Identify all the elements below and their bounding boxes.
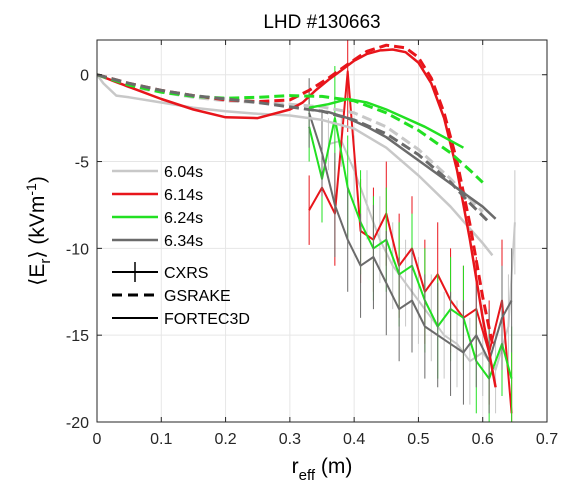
x-tick-label: 0.1 xyxy=(150,431,172,448)
x-tick-label: 0.7 xyxy=(536,431,558,448)
x-axis-label-unit: (m) xyxy=(315,455,352,478)
y-tick-label: -5 xyxy=(75,155,89,172)
legend-time-label: 6.34s xyxy=(164,233,203,250)
legend-style-label: CXRS xyxy=(164,265,208,282)
plot-border xyxy=(96,39,548,423)
ticks: 0 0.1 0.2 0.3 0.4 0.5 0.6 0.7 -20 -15 -10 -5 0 xyxy=(66,40,558,448)
y-axis-label-close: ⟩ (kVm xyxy=(26,196,49,259)
series-gsrake-t2 xyxy=(97,73,484,184)
series-gsrake-t1 xyxy=(97,43,494,345)
series-fortec3d-t3 xyxy=(308,108,497,220)
y-axis-label-open: ⟨E xyxy=(26,264,49,286)
legend-styles: CXRS GSRAKE FORTEC3D xyxy=(112,262,250,328)
y-tick-label: -10 xyxy=(66,241,89,258)
series-cxrs-t3 xyxy=(308,112,513,363)
x-tick-label: 0.5 xyxy=(407,431,429,448)
legend-style-label: FORTEC3D xyxy=(164,311,250,328)
legend-time-label: 6.24s xyxy=(164,210,203,227)
legend-time-label: 6.04s xyxy=(164,164,203,181)
x-tick-label: 0.4 xyxy=(343,431,365,448)
series-gsrake-t3 xyxy=(97,73,491,224)
legend-style-label: GSRAKE xyxy=(164,288,231,305)
x-axis-label: reff (m) xyxy=(292,455,353,484)
y-axis-label-sup: -1 xyxy=(23,183,39,196)
legend-time-label: 6.14s xyxy=(164,187,203,204)
legend-times: 6.04s 6.14s 6.24s 6.34s xyxy=(112,164,203,250)
x-axis-label-main: r xyxy=(292,455,299,478)
y-axis-label: ⟨Er⟩ (kVm-1) xyxy=(23,176,54,286)
y-axis-label-end: ) xyxy=(26,176,49,183)
x-tick-label: 0 xyxy=(93,431,102,448)
series-fortec3d-t2 xyxy=(308,97,464,149)
x-axis-label-sub: eff xyxy=(299,467,316,484)
y-tick-label: -20 xyxy=(66,415,89,432)
x-tick-label: 0.3 xyxy=(279,431,301,448)
y-axis-label-sub: r xyxy=(37,259,54,264)
plot-lines xyxy=(97,40,516,422)
x-tick-label: 0.2 xyxy=(214,431,236,448)
x-tick-label: 0.6 xyxy=(472,431,494,448)
chart-title: LHD #130663 xyxy=(263,12,380,33)
y-tick-label: 0 xyxy=(80,68,89,85)
y-tick-label: -15 xyxy=(66,328,89,345)
